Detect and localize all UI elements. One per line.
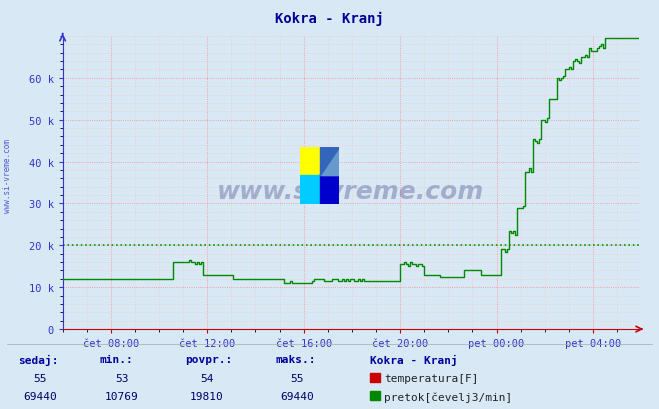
Polygon shape	[300, 147, 320, 176]
Text: Kokra - Kranj: Kokra - Kranj	[370, 354, 458, 365]
Polygon shape	[320, 147, 339, 176]
Polygon shape	[320, 147, 339, 176]
Text: sedaj:: sedaj:	[18, 354, 59, 365]
Bar	[370, 391, 380, 400]
Bar	[370, 373, 380, 382]
Text: 10769: 10769	[105, 391, 139, 401]
Text: 55: 55	[33, 373, 47, 383]
Polygon shape	[300, 176, 320, 204]
Text: temperatura[F]: temperatura[F]	[384, 373, 478, 383]
Polygon shape	[320, 147, 339, 176]
Polygon shape	[320, 176, 339, 204]
Text: maks.:: maks.:	[275, 354, 316, 364]
Text: 69440: 69440	[280, 391, 314, 401]
Text: pretok[čevelj3/min]: pretok[čevelj3/min]	[384, 391, 512, 402]
Text: 54: 54	[200, 373, 214, 383]
Text: min.:: min.:	[100, 354, 134, 364]
Text: www.si-vreme.com: www.si-vreme.com	[217, 180, 484, 204]
Text: 69440: 69440	[23, 391, 57, 401]
Text: 53: 53	[115, 373, 129, 383]
Text: www.si-vreme.com: www.si-vreme.com	[3, 139, 13, 213]
Text: 19810: 19810	[190, 391, 224, 401]
Text: 55: 55	[290, 373, 304, 383]
Text: povpr.:: povpr.:	[185, 354, 232, 364]
Text: Kokra - Kranj: Kokra - Kranj	[275, 11, 384, 26]
